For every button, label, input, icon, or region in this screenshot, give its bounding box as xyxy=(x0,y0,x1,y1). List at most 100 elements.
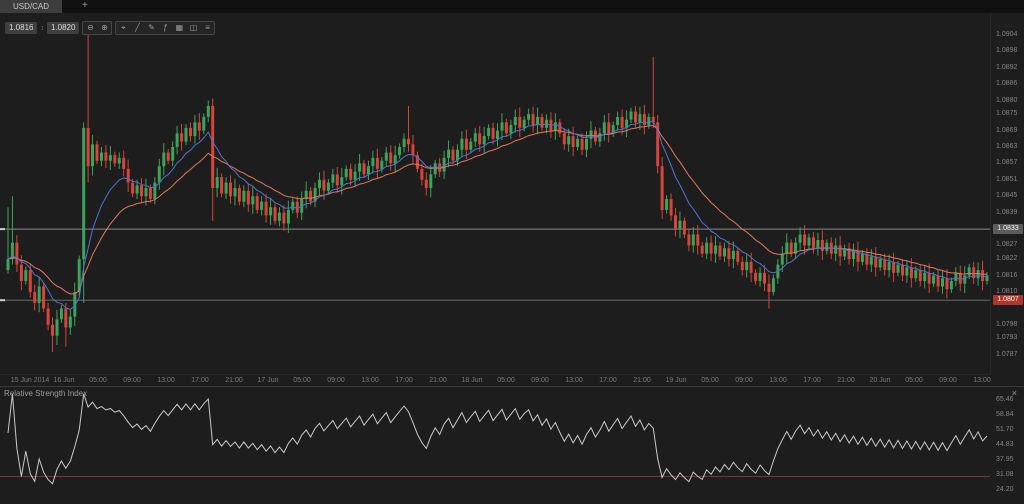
candle-body xyxy=(10,242,14,260)
rsi-panel: Relative Strength Index × 65.46 58.84 51.7… xyxy=(0,386,1024,504)
ema-slow-line xyxy=(7,125,988,295)
candle-body xyxy=(366,166,370,175)
candle-body xyxy=(340,177,344,186)
candle-body xyxy=(424,179,428,188)
candle-body xyxy=(789,242,793,254)
time-tick: 15 Jun 2014 xyxy=(10,377,50,384)
candle-body xyxy=(967,267,971,276)
candle-body xyxy=(313,188,317,202)
candle-body xyxy=(620,116,624,128)
candle-body xyxy=(456,149,459,161)
candle-body xyxy=(638,114,642,123)
candle-body xyxy=(433,163,437,175)
time-tick: 17:00 xyxy=(803,377,821,384)
candle-body xyxy=(95,144,99,161)
candle-body xyxy=(540,116,544,128)
candle-body xyxy=(949,281,953,290)
candle-body xyxy=(785,242,789,254)
candle-body xyxy=(740,261,744,271)
price-chart[interactable] xyxy=(0,13,990,374)
candle-body xyxy=(696,234,700,246)
candle-body xyxy=(625,119,629,128)
candle-body xyxy=(656,122,660,167)
candle-body xyxy=(660,166,664,210)
candle-body xyxy=(767,283,771,292)
candle-body xyxy=(496,130,499,139)
candle-body xyxy=(349,168,353,180)
crosshair-icon[interactable]: ⌖ xyxy=(121,23,126,32)
tab-bar: USD/CAD + xyxy=(0,0,1024,13)
candle-body xyxy=(580,138,584,150)
candle-body xyxy=(242,190,246,202)
candle-body xyxy=(749,261,753,273)
rsi-tick: 44.83 xyxy=(996,441,1014,448)
indicators-icon[interactable]: ƒ xyxy=(163,23,168,32)
candle-body xyxy=(295,201,299,213)
price-tick: 1.0810 xyxy=(996,288,1018,295)
candle-body xyxy=(963,275,967,284)
candle-body xyxy=(731,250,735,260)
candle-body xyxy=(131,182,135,194)
rsi-tick: 24.20 xyxy=(996,486,1014,493)
time-tick: 17 Jun xyxy=(257,377,279,384)
candle-body xyxy=(865,253,869,265)
candle-body xyxy=(220,177,224,194)
candle-body xyxy=(233,188,237,197)
zoom-out-icon[interactable]: ⊖ xyxy=(87,23,94,32)
price-tick: 1.0898 xyxy=(996,47,1018,54)
candle-body xyxy=(909,267,913,279)
time-tick: 05:00 xyxy=(905,377,923,384)
price-tick: 1.0839 xyxy=(996,209,1018,216)
candle-body xyxy=(122,157,126,169)
candle-body xyxy=(816,240,820,249)
time-tick: 17:00 xyxy=(599,377,617,384)
layout-icon[interactable]: ◫ xyxy=(189,23,198,32)
candle-body xyxy=(335,174,339,186)
candle-body xyxy=(642,114,646,126)
candle-body xyxy=(442,157,446,172)
rsi-chart[interactable] xyxy=(0,387,990,504)
candle-body xyxy=(500,122,504,131)
candle-body xyxy=(887,261,891,271)
add-tab-button[interactable]: + xyxy=(82,0,88,11)
candle-body xyxy=(914,270,918,279)
candle-body xyxy=(860,253,864,262)
candle-body xyxy=(611,125,615,134)
candle-body xyxy=(807,237,811,246)
candle-body xyxy=(687,234,691,246)
candle-body xyxy=(874,256,878,268)
rsi-close-button[interactable]: × xyxy=(1011,388,1017,398)
time-axis[interactable]: 15 Jun 2014 16 Jun 05:00 09:00 13:00 17:00 21:… xyxy=(0,374,991,386)
bid-price-button[interactable]: 1.0816 xyxy=(5,22,38,34)
chart-tools: ⌖ ╱ ✎ ƒ ▦ ◫ ≡ xyxy=(115,21,216,35)
rsi-title: Relative Strength Index xyxy=(4,389,88,398)
tab-usdcad[interactable]: USD/CAD xyxy=(0,0,63,13)
candle-body xyxy=(736,250,740,262)
candle-body xyxy=(794,242,798,254)
candle-body xyxy=(117,157,121,164)
candle-body xyxy=(304,190,308,199)
menu-icon[interactable]: ≡ xyxy=(205,23,210,32)
candle-body xyxy=(153,182,157,199)
candle-body xyxy=(918,270,922,281)
candle-body xyxy=(180,133,184,142)
candle-body xyxy=(269,207,273,216)
zoom-in-icon[interactable]: ⊕ xyxy=(101,23,108,32)
trendline-icon[interactable]: ╱ xyxy=(135,23,140,32)
candle-body xyxy=(100,152,103,161)
candle-body xyxy=(509,125,513,134)
rsi-tick: 51.70 xyxy=(996,426,1014,433)
ema-fast-line xyxy=(7,121,988,310)
ask-price-button[interactable]: 1.0820 xyxy=(46,22,80,34)
draw-icon[interactable]: ✎ xyxy=(148,23,155,32)
grid-icon[interactable]: ▦ xyxy=(175,23,184,32)
candle-body xyxy=(326,182,330,191)
candle-body xyxy=(384,152,388,161)
candle-body xyxy=(883,259,887,270)
price-tick: 1.0863 xyxy=(996,143,1018,150)
candle-body xyxy=(251,196,255,205)
candle-body xyxy=(954,272,958,281)
price-tick: 1.0798 xyxy=(996,321,1018,328)
price-axis[interactable]: 1.0904 1.0898 1.0892 1.0886 1.0880 1.0875 1.08… xyxy=(990,13,1024,374)
candle-body xyxy=(77,259,81,292)
